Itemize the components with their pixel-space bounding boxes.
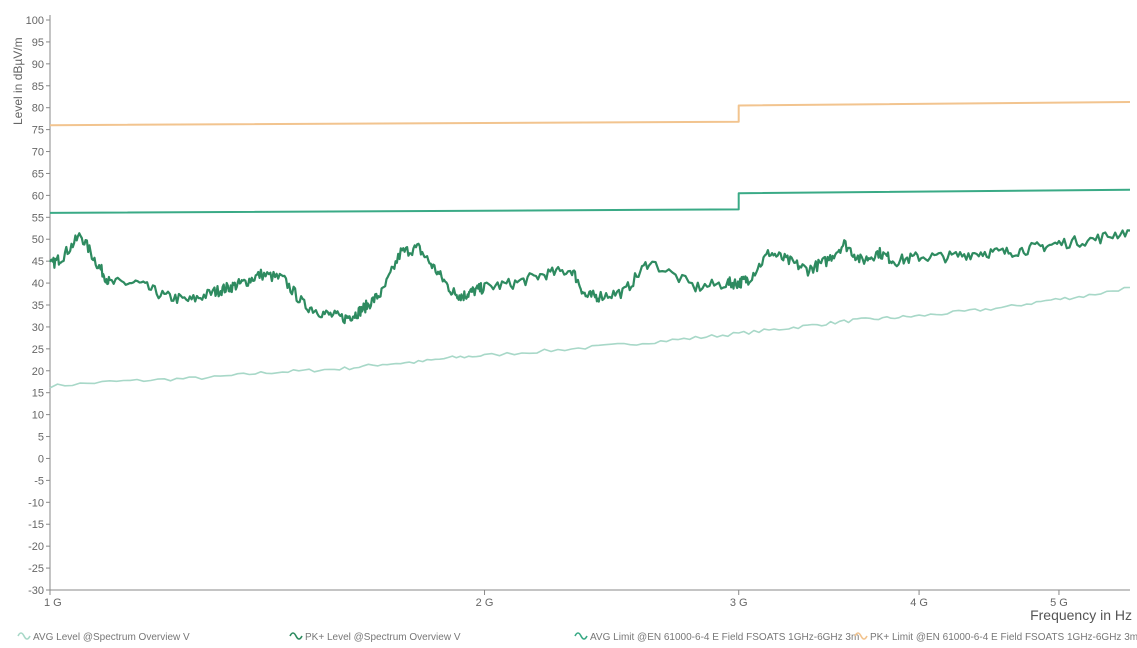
legend-swatch (574, 632, 588, 640)
y-tick-label: 40 (32, 278, 44, 290)
legend-entry: PK+ Limit @EN 61000-6-4 E Field FSOATS 1… (870, 632, 1137, 643)
y-tick-label: 15 (32, 388, 44, 400)
y-tick-label: 55 (32, 212, 44, 224)
series-line-4 (49, 101, 1131, 127)
y-tick-label: 10 (32, 410, 44, 422)
legend: AVG Level @Spectrum Overview V PK+ Level … (17, 632, 1137, 643)
x-tick-label: 4 G (910, 597, 928, 609)
series-line-2 (49, 229, 1131, 325)
chart-axes (49, 15, 1130, 591)
legend-swatch (17, 632, 31, 640)
y-tick-label: -5 (34, 475, 44, 487)
y-tick-label: 95 (32, 37, 44, 49)
y-tick-label: -10 (28, 497, 44, 509)
series-line-3 (49, 188, 1131, 214)
x-tick-label: 1 G (44, 597, 62, 609)
x-tick-label: 3 G (730, 597, 748, 609)
legend-entry: AVG Level @Spectrum Overview V (33, 632, 190, 643)
y-tick-label: 0 (38, 453, 44, 465)
y-tick-label: 60 (32, 190, 44, 202)
y-tick-label: 65 (32, 168, 44, 180)
legend-entry: PK+ Level @Spectrum Overview V (305, 632, 461, 643)
y-tick-label: 70 (32, 147, 44, 159)
y-tick-label: 50 (32, 234, 44, 246)
y-tick-label: -20 (28, 541, 44, 553)
y-tick-label: 5 (38, 432, 44, 444)
y-tick-label: 100 (26, 15, 44, 27)
y-tick-label: 90 (32, 59, 44, 71)
legend-swatch (289, 632, 303, 640)
y-tick-label: 75 (32, 125, 44, 137)
y-tick-label: 80 (32, 103, 44, 115)
legend-swatch (854, 632, 868, 640)
y-axis-title: Level in dBµV/m (11, 37, 25, 125)
y-tick-label: -30 (28, 585, 44, 597)
y-tick-label: -15 (28, 519, 44, 531)
y-tick-label: 25 (32, 344, 44, 356)
x-axis-title: Frequency in Hz (1030, 607, 1132, 623)
y-tick-label: -25 (28, 563, 44, 575)
legend-entry: AVG Limit @EN 61000-6-4 E Field FSOATS 1… (590, 632, 859, 643)
y-tick-label: 20 (32, 366, 44, 378)
y-tick-label: 45 (32, 256, 44, 268)
y-axis-ticks: 1009590858075706560555045403530252015105… (26, 15, 50, 597)
x-axis-ticks: 1 G 2 G 3 G 4 G 5 G (44, 590, 1068, 609)
y-tick-label: 30 (32, 322, 44, 334)
series-line-1 (49, 286, 1131, 389)
y-tick-label: 85 (32, 81, 44, 93)
plot-area (49, 101, 1131, 389)
x-tick-label: 5 G (1050, 597, 1068, 609)
y-tick-label: 35 (32, 300, 44, 312)
x-tick-label: 2 G (476, 597, 494, 609)
